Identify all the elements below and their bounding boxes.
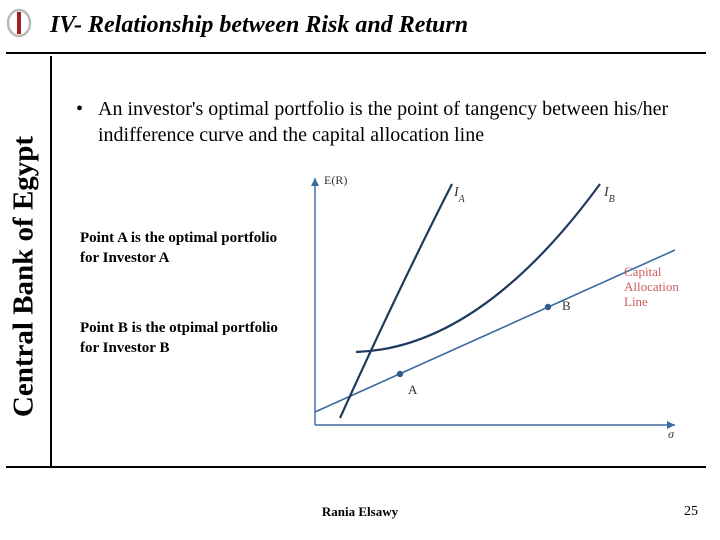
svg-text:B: B <box>562 298 571 313</box>
footer-page-number: 25 <box>684 504 698 520</box>
bullet-item: • An investor's optimal portfolio is the… <box>76 96 686 148</box>
vertical-rule <box>50 56 52 466</box>
svg-text:σ: σ <box>668 427 675 441</box>
slide-title: IV- Relationship between Risk and Return <box>50 12 468 39</box>
top-rule <box>6 52 706 54</box>
note-a: Point A is the optimal portfolio for Inv… <box>80 228 280 269</box>
bullet-text: An investor's optimal portfolio is the p… <box>98 96 686 148</box>
logo-icon <box>6 8 32 38</box>
bottom-rule <box>6 466 706 468</box>
svg-text:A: A <box>408 382 418 397</box>
svg-text:Capital: Capital <box>624 264 662 279</box>
svg-text:IB: IB <box>603 185 615 205</box>
footer-author: Rania Elsawy <box>0 504 720 520</box>
risk-return-chart: E(R) σ CapitalAllocationLine IA IB A B <box>280 170 680 450</box>
sidebar-label: Central Bank of Egypt <box>8 136 41 417</box>
svg-text:E(R): E(R) <box>324 173 347 187</box>
svg-text:Allocation: Allocation <box>624 279 679 294</box>
note-b: Point B is the otpimal portfolio for Inv… <box>80 318 280 359</box>
bullet-marker: • <box>76 96 98 122</box>
svg-text:Line: Line <box>624 294 648 309</box>
svg-text:IA: IA <box>453 185 466 205</box>
